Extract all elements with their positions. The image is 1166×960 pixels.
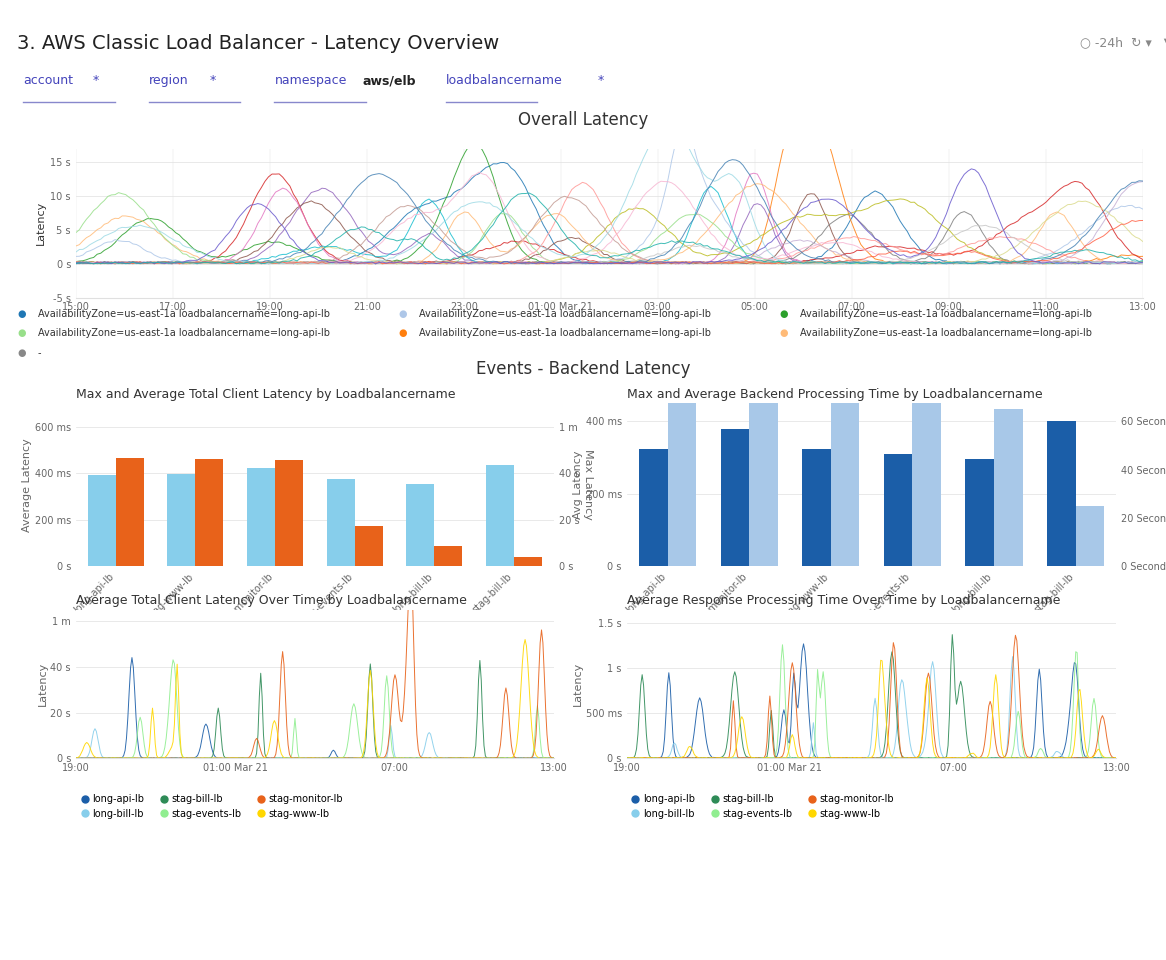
Bar: [1047, 421, 1075, 566]
Legend: AverageClientLatency, MaximumClientLatency: AverageClientLatency, MaximumClientLaten…: [80, 623, 365, 641]
Text: AvailabilityZone=us-east-1a loadbalancername=long-api-lb: AvailabilityZone=us-east-1a loadbalancer…: [38, 328, 330, 338]
Text: ●: ●: [17, 309, 26, 319]
Bar: [407, 484, 434, 566]
Text: region: region: [149, 74, 189, 87]
Text: loadbalancername: loadbalancername: [445, 74, 563, 87]
Text: ●: ●: [17, 348, 26, 358]
Text: *: *: [93, 74, 99, 87]
Bar: [639, 448, 667, 566]
Bar: [87, 475, 115, 566]
Text: Overall Latency: Overall Latency: [518, 111, 648, 129]
Legend: long-api-lb, long-bill-lb, stag-bill-lb, stag-events-lb, stag-monitor-lb, stag-w: long-api-lb, long-bill-lb, stag-bill-lb,…: [632, 790, 898, 823]
Bar: [247, 468, 275, 566]
Y-axis label: Latency: Latency: [36, 201, 47, 246]
Y-axis label: Latency: Latency: [37, 661, 48, 707]
Text: account: account: [23, 74, 73, 87]
Text: ●: ●: [779, 309, 788, 319]
Text: ●: ●: [779, 328, 788, 338]
Text: ●: ●: [399, 328, 407, 338]
Bar: [802, 448, 830, 566]
Text: -: -: [38, 348, 42, 358]
Bar: [275, 460, 303, 566]
Text: ●: ●: [399, 309, 407, 319]
Legend: long-api-lb, long-bill-lb, stag-bill-lb, stag-events-lb, stag-monitor-lb, stag-w: long-api-lb, long-bill-lb, stag-bill-lb,…: [80, 790, 347, 823]
Y-axis label: Latency: Latency: [573, 661, 583, 707]
X-axis label: loadbalancername: loadbalancername: [820, 636, 923, 647]
Text: namespace: namespace: [274, 74, 346, 87]
Bar: [749, 0, 778, 566]
Text: *: *: [210, 74, 216, 87]
Bar: [1075, 506, 1104, 566]
Text: AvailabilityZone=us-east-1a loadbalancername=long-api-lb: AvailabilityZone=us-east-1a loadbalancer…: [38, 309, 330, 319]
Bar: [326, 479, 354, 566]
Bar: [884, 454, 912, 566]
Bar: [196, 459, 223, 566]
Text: ●: ●: [17, 328, 26, 338]
Bar: [721, 428, 749, 566]
Bar: [168, 474, 195, 566]
Bar: [354, 526, 382, 566]
Bar: [434, 546, 462, 566]
Legend: AverageBackendProcessingTime, MaximumBackendProcessingTime: AverageBackendProcessingTime, MaximumBac…: [632, 623, 1018, 641]
Text: 3. AWS Classic Load Balancer - Latency Overview: 3. AWS Classic Load Balancer - Latency O…: [17, 34, 499, 53]
X-axis label: loadbalancername: loadbalancername: [262, 636, 367, 647]
Bar: [486, 465, 514, 566]
Text: AvailabilityZone=us-east-1a loadbalancername=long-api-lb: AvailabilityZone=us-east-1a loadbalancer…: [419, 328, 711, 338]
Text: *: *: [598, 74, 604, 87]
Bar: [965, 460, 993, 566]
Bar: [514, 557, 542, 566]
Y-axis label: Max Latency: Max Latency: [583, 449, 593, 520]
Y-axis label: Avg Latency: Avg Latency: [573, 450, 583, 519]
Bar: [830, 0, 859, 566]
Text: aws/elb: aws/elb: [363, 74, 416, 87]
Text: Average Response Processing Time Over Time by Loadbalancername: Average Response Processing Time Over Ti…: [627, 594, 1060, 607]
Text: AvailabilityZone=us-east-1a loadbalancername=long-api-lb: AvailabilityZone=us-east-1a loadbalancer…: [800, 309, 1091, 319]
Bar: [667, 0, 696, 566]
Text: AvailabilityZone=us-east-1a loadbalancername=long-api-lb: AvailabilityZone=us-east-1a loadbalancer…: [419, 309, 711, 319]
Text: Max and Average Total Client Latency by Loadbalancername: Max and Average Total Client Latency by …: [76, 388, 455, 400]
Y-axis label: Average Latency: Average Latency: [22, 438, 31, 532]
Bar: [115, 458, 143, 566]
Text: Events - Backend Latency: Events - Backend Latency: [476, 360, 690, 377]
Bar: [912, 276, 941, 566]
Text: Average Total Client Latency Over Time by Loadbalancername: Average Total Client Latency Over Time b…: [76, 594, 466, 607]
Bar: [993, 409, 1023, 566]
Text: AvailabilityZone=us-east-1a loadbalancername=long-api-lb: AvailabilityZone=us-east-1a loadbalancer…: [800, 328, 1091, 338]
Text: Max and Average Backend Processing Time by Loadbalancername: Max and Average Backend Processing Time …: [627, 388, 1042, 400]
Text: ○ -24h  ↻ ▾   ▼  ⋮: ○ -24h ↻ ▾ ▼ ⋮: [1080, 36, 1166, 50]
